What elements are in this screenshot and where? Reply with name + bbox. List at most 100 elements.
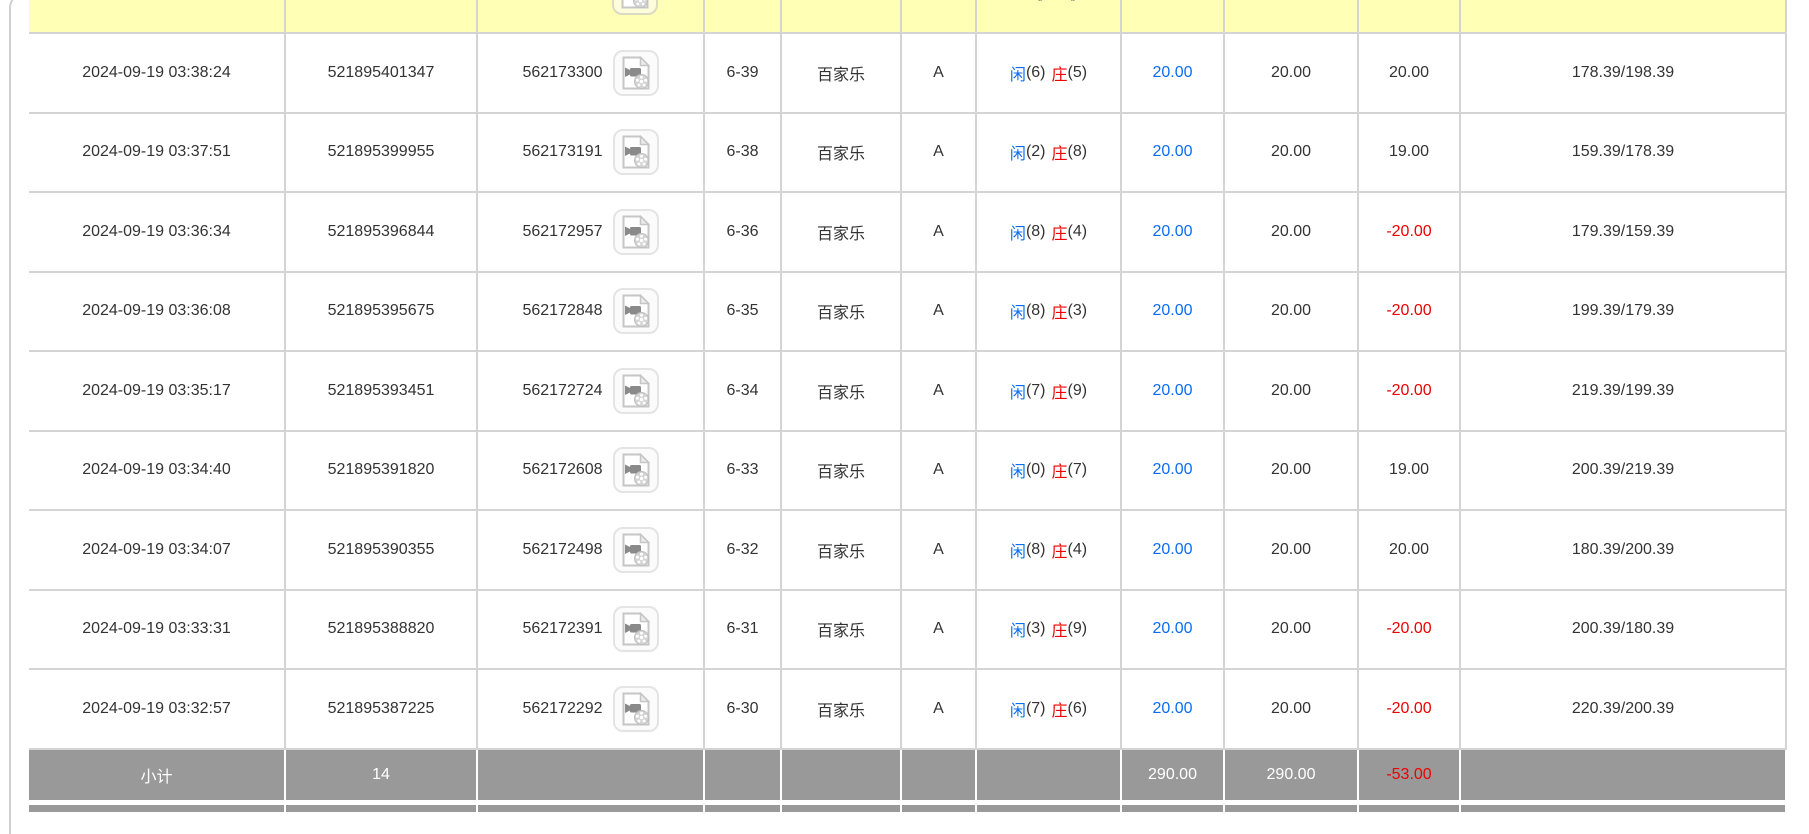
balance-before-after: 199.39/179.39 bbox=[1461, 272, 1787, 350]
bet-amount-link[interactable]: 20.00 bbox=[1152, 461, 1193, 479]
video-replay-button[interactable] bbox=[612, 49, 659, 96]
video-replay-button[interactable] bbox=[612, 129, 659, 176]
player-score: (2) bbox=[1025, 143, 1046, 161]
video-replay-button[interactable] bbox=[612, 288, 659, 335]
subtotal-row: 小计 14 290.00 290.00 -53.00 bbox=[29, 749, 1787, 800]
video-replay-button[interactable] bbox=[612, 367, 659, 414]
valid-amount: 20.00 bbox=[1225, 113, 1359, 191]
bet-id: 521895395675 bbox=[286, 272, 478, 350]
player-label: 闲 bbox=[1009, 543, 1026, 561]
bet-amount-link[interactable]: 20.00 bbox=[1152, 381, 1193, 399]
round-cell: 562172391 bbox=[478, 590, 705, 668]
table-row: 2024-09-19 03:35:17 521895393451 5621727… bbox=[29, 352, 1787, 432]
table-row: 2024-09-19 03:37:51 521895399955 5621731… bbox=[29, 113, 1787, 193]
player-score: (8) bbox=[1025, 222, 1046, 240]
video-replay-button[interactable] bbox=[612, 0, 658, 15]
game-result: 闲 (2) 庄 (8) bbox=[977, 113, 1122, 191]
round-id: 562172391 bbox=[522, 620, 603, 638]
banker-label: 庄 bbox=[1051, 225, 1068, 243]
bet-amount-link[interactable]: 20.00 bbox=[1152, 222, 1193, 240]
valid-amount: 20.00 bbox=[1225, 193, 1359, 271]
bet-id: 521895393451 bbox=[286, 352, 478, 430]
video-document-icon bbox=[621, 691, 651, 726]
win-loss: -20.00 bbox=[1359, 352, 1461, 430]
table-round-number: 6-36 bbox=[705, 193, 782, 271]
bet-amount-link[interactable]: 20.00 bbox=[1152, 63, 1193, 81]
bet-amount-cell: 20.00 bbox=[1122, 193, 1225, 271]
banker-label: 庄 bbox=[1051, 384, 1068, 402]
bet-id: 521895399955 bbox=[286, 113, 478, 191]
video-replay-button[interactable] bbox=[612, 208, 659, 255]
table-row: 2024-09-19 03:38:24 521895401347 5621733… bbox=[29, 34, 1787, 114]
bet-id: 521895387225 bbox=[286, 670, 478, 748]
banker-score: (9) bbox=[1067, 381, 1088, 399]
win-loss: 19.00 bbox=[1359, 431, 1461, 509]
win-loss: -20.00 bbox=[1359, 272, 1461, 350]
bet-amount-link[interactable]: 20.00 bbox=[1152, 620, 1193, 638]
table-round-number: 6-35 bbox=[705, 272, 782, 350]
bet-records-screen: { "colors": { "accent_blue": "#0a6cf5", … bbox=[9, 0, 1787, 834]
valid-amount: 20.00 bbox=[1225, 352, 1359, 430]
balance-before-after: 200.39/180.39 bbox=[1461, 590, 1787, 668]
round-cell: 562172292 bbox=[478, 670, 705, 748]
valid-amount: 20.00 bbox=[1225, 272, 1359, 350]
win-loss: -20.00 bbox=[1359, 670, 1461, 748]
table-code: A bbox=[902, 113, 977, 191]
video-document-icon bbox=[621, 55, 651, 90]
video-replay-button[interactable] bbox=[612, 447, 659, 494]
round-id: 562173300 bbox=[522, 63, 603, 81]
bet-id: 521895391820 bbox=[286, 431, 478, 509]
table-row: 2024-09-19 03:32:57 521895387225 5621722… bbox=[29, 670, 1787, 750]
player-score: (8) bbox=[1025, 302, 1046, 320]
table-round-number: 6-33 bbox=[705, 431, 782, 509]
player-label: 闲 bbox=[1009, 384, 1026, 402]
banker-score: (4) bbox=[1067, 222, 1088, 240]
player-label: 闲 bbox=[1009, 146, 1026, 164]
player-label: 闲 bbox=[1009, 66, 1026, 84]
bet-amount-link[interactable]: 20.00 bbox=[1152, 302, 1193, 320]
subtotal-valid-total: 290.00 bbox=[1225, 749, 1359, 800]
banker-score: (9) bbox=[1067, 620, 1088, 638]
bet-amount-link[interactable]: 20.00 bbox=[1152, 540, 1193, 558]
banker-score: (7) bbox=[1067, 461, 1088, 479]
player-label: 闲 bbox=[1009, 464, 1026, 482]
video-replay-button[interactable] bbox=[612, 685, 659, 732]
valid-amount: 20.00 bbox=[1225, 670, 1359, 748]
round-id: 562172608 bbox=[522, 461, 603, 479]
player-score: (3) bbox=[1025, 620, 1046, 638]
bet-amount-link[interactable]: 20.00 bbox=[1152, 143, 1193, 161]
player-score: (7) bbox=[1025, 699, 1046, 717]
table-row: 2024-09-19 03:36:08 521895395675 5621728… bbox=[29, 272, 1787, 352]
player-label: 闲 bbox=[1009, 623, 1026, 641]
bet-amount-link[interactable]: 20.00 bbox=[1152, 699, 1193, 717]
bet-id: 521895401347 bbox=[286, 34, 478, 112]
bet-id: 521895390355 bbox=[286, 511, 478, 589]
table-row: 2024-09-19 03:34:07 521895390355 5621724… bbox=[29, 511, 1787, 591]
valid-amount: 20.00 bbox=[1225, 431, 1359, 509]
balance-before-after: 159.39/178.39 bbox=[1461, 113, 1787, 191]
records-body: 2024-09-19 03:38:24 521895401347 5621733… bbox=[29, 34, 1787, 750]
table-code: A bbox=[902, 272, 977, 350]
round-id: 562172498 bbox=[522, 540, 603, 558]
video-document-icon bbox=[621, 373, 651, 408]
video-document-icon bbox=[621, 294, 651, 328]
bet-id: 521895388820 bbox=[286, 590, 478, 668]
balance-before-after: 180.39/200.39 bbox=[1461, 511, 1787, 589]
clipped-result-text-fragment: 闲()庄() bbox=[977, 0, 1120, 2]
bet-id: 521895396844 bbox=[286, 193, 478, 271]
round-cell: 562172724 bbox=[478, 352, 705, 430]
game-type: 百家乐 bbox=[782, 511, 902, 589]
banker-label: 庄 bbox=[1051, 305, 1068, 323]
bet-time: 2024-09-19 03:36:08 bbox=[29, 272, 286, 350]
banker-label: 庄 bbox=[1051, 464, 1068, 482]
banker-label: 庄 bbox=[1051, 66, 1068, 84]
bet-time: 2024-09-19 03:35:17 bbox=[29, 352, 286, 430]
round-id: 562172724 bbox=[522, 381, 603, 399]
video-replay-button[interactable] bbox=[612, 526, 659, 573]
round-cell: 562172957 bbox=[478, 193, 705, 271]
bet-amount-cell: 20.00 bbox=[1122, 670, 1225, 748]
video-replay-button[interactable] bbox=[612, 606, 659, 653]
balance-before-after: 220.39/200.39 bbox=[1461, 670, 1787, 748]
banker-label: 庄 bbox=[1051, 146, 1068, 164]
game-result: 闲 (8) 庄 (3) bbox=[977, 272, 1122, 350]
